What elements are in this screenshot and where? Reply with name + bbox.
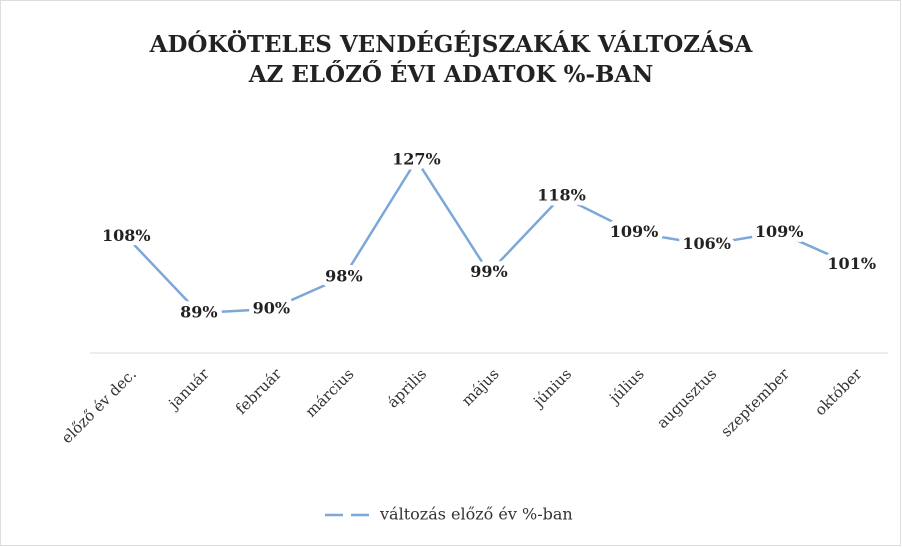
data-label: 108% bbox=[102, 226, 151, 245]
data-label: 101% bbox=[827, 254, 876, 273]
data-label: 127% bbox=[392, 150, 441, 169]
data-label: 109% bbox=[755, 222, 804, 241]
data-label: 90% bbox=[253, 298, 290, 317]
data-label: 109% bbox=[610, 222, 659, 241]
data-label: 89% bbox=[180, 303, 217, 322]
chart-title: ADÓKÖTELES VENDÉGÉJSZAKÁK VÁLTOZÁSA bbox=[149, 30, 754, 58]
data-label: 98% bbox=[325, 266, 362, 285]
series-line bbox=[125, 157, 853, 315]
legend-label: változás előző év %-ban bbox=[379, 505, 573, 524]
chart-title: AZ ELŐZŐ ÉVI ADATOK %-BAN bbox=[248, 61, 654, 88]
data-label: 106% bbox=[682, 234, 731, 253]
data-label: 118% bbox=[537, 186, 586, 205]
data-label: 99% bbox=[470, 262, 507, 281]
